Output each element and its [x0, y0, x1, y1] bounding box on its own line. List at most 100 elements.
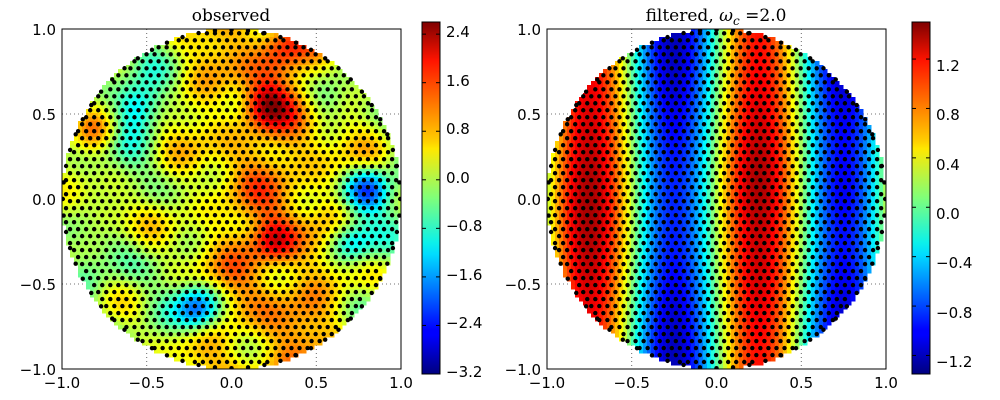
- field-cell: [182, 209, 187, 214]
- field-cell: [210, 145, 215, 150]
- field-cell: [146, 269, 151, 274]
- field-cell: [310, 153, 315, 158]
- field-cell: [262, 189, 267, 194]
- field-cell: [262, 49, 267, 54]
- field-cell: [182, 105, 187, 110]
- field-cell: [150, 145, 155, 150]
- field-cell: [206, 189, 211, 194]
- field-cell: [230, 193, 235, 198]
- field-cell: [134, 125, 139, 130]
- field-cell: [266, 281, 271, 286]
- field-cell: [242, 281, 247, 286]
- field-cell: [170, 105, 175, 110]
- field-cell: [86, 285, 91, 290]
- field-cell: [250, 297, 255, 302]
- field-cell: [334, 65, 339, 70]
- field-cell: [190, 53, 195, 58]
- field-cell: [194, 133, 199, 138]
- field-cell: [310, 109, 315, 114]
- field-cell: [198, 37, 203, 42]
- field-cell: [306, 201, 311, 206]
- field-cell: [102, 225, 107, 230]
- field-cell: [334, 245, 339, 250]
- field-cell: [270, 161, 275, 166]
- field-cell: [254, 37, 259, 42]
- field-cell: [178, 85, 183, 90]
- field-cell: [358, 209, 363, 214]
- field-cell: [174, 133, 179, 138]
- field-cell: [254, 85, 259, 90]
- field-cell: [150, 65, 155, 70]
- field-cell: [150, 173, 155, 178]
- field-cell: [242, 189, 247, 194]
- field-cell: [314, 113, 319, 118]
- field-cell: [270, 149, 275, 154]
- field-cell: [218, 169, 223, 174]
- field-cell: [218, 237, 223, 242]
- field-cell: [262, 77, 267, 82]
- field-cell: [274, 61, 279, 66]
- field-cell: [242, 133, 247, 138]
- field-cell: [330, 117, 335, 122]
- field-cell: [282, 269, 287, 274]
- field-cell: [350, 265, 355, 270]
- field-cell: [238, 285, 243, 290]
- field-cell: [98, 193, 103, 198]
- field-cell: [158, 285, 163, 290]
- field-cell: [142, 153, 147, 158]
- field-cell: [270, 105, 275, 110]
- field-cell: [230, 137, 235, 142]
- field-cell: [318, 273, 323, 278]
- field-cell: [74, 149, 79, 154]
- field-cell: [190, 89, 195, 94]
- field-cell: [174, 233, 179, 238]
- field-cell: [166, 277, 171, 282]
- field-cell: [250, 77, 255, 82]
- field-cell: [142, 305, 147, 310]
- field-cell: [286, 49, 291, 54]
- field-cell: [126, 257, 131, 262]
- field-cell: [290, 101, 295, 106]
- field-cell: [158, 197, 163, 202]
- field-cell: [110, 245, 115, 250]
- field-cell: [218, 77, 223, 82]
- field-cell: [166, 117, 171, 122]
- field-cell: [162, 217, 167, 222]
- field-cell: [258, 217, 263, 222]
- field-cell: [350, 93, 355, 98]
- field-cell: [342, 77, 347, 82]
- field-cell: [162, 57, 167, 62]
- field-cell: [362, 133, 367, 138]
- field-cell: [234, 253, 239, 258]
- field-cell: [126, 285, 131, 290]
- field-cell: [194, 225, 199, 230]
- field-cell: [106, 197, 111, 202]
- field-cell: [142, 253, 147, 258]
- field-cell: [186, 273, 191, 278]
- field-cell: [118, 117, 123, 122]
- field-cell: [310, 205, 315, 210]
- field-cell: [214, 221, 219, 226]
- field-cell: [202, 265, 207, 270]
- field-cell: [394, 237, 399, 242]
- field-cell: [106, 145, 111, 150]
- field-cell: [126, 233, 131, 238]
- field-cell: [74, 189, 79, 194]
- field-cell: [230, 113, 235, 118]
- field-cell: [254, 113, 259, 118]
- field-cell: [338, 189, 343, 194]
- field-cell: [250, 125, 255, 130]
- field-cell: [394, 169, 399, 174]
- field-cell: [210, 293, 215, 298]
- field-cell: [166, 193, 171, 198]
- field-cell: [130, 237, 135, 242]
- field-cell: [298, 229, 303, 234]
- field-cell: [274, 129, 279, 134]
- field-cell: [154, 217, 159, 222]
- field-cell: [186, 269, 191, 274]
- field-cell: [222, 89, 227, 94]
- field-cell: [222, 37, 227, 42]
- field-cell: [282, 273, 287, 278]
- field-cell: [286, 81, 291, 86]
- field-cell: [306, 173, 311, 178]
